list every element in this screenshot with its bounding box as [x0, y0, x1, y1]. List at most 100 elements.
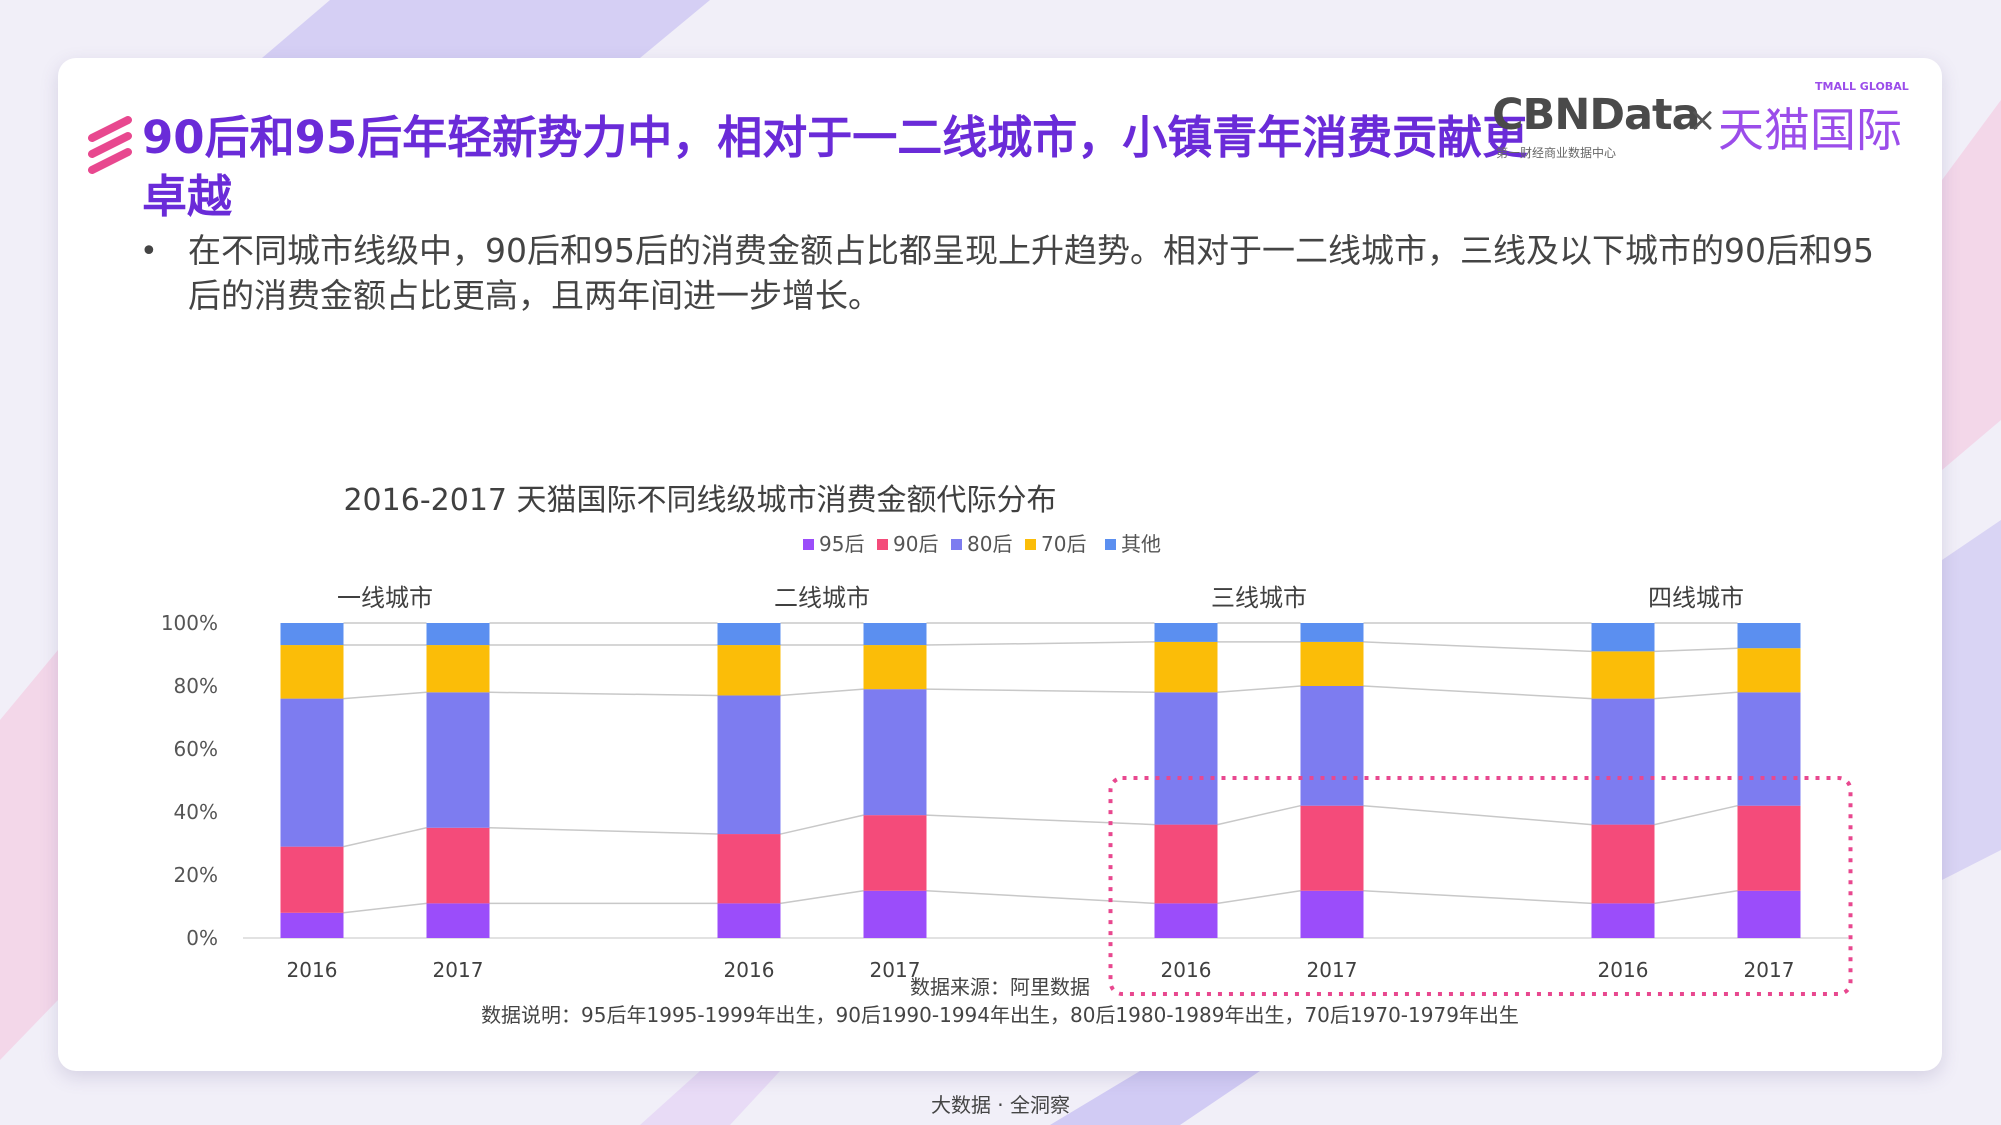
series-connector-line: [343, 827, 427, 848]
tmall-global-en: TMALL GLOBAL: [1815, 80, 1909, 93]
bar-segment: [280, 623, 344, 646]
logo-separator: ×: [1688, 100, 1717, 140]
legend-label: 70后: [1041, 532, 1086, 556]
y-tick-label: 80%: [174, 674, 218, 698]
series-connector-line: [1363, 804, 1592, 826]
series-connector-line: [926, 641, 1155, 646]
legend-swatch: [1105, 539, 1116, 550]
brand-logo: CBNData 第一财经商业数据中心 × 天猫国际 TMALL GLOBAL: [1492, 76, 1912, 186]
bar-segment: [426, 827, 490, 904]
series-connector-line: [1654, 647, 1738, 653]
bar-segment: [1154, 903, 1218, 938]
footer-slogan: 大数据 · 全洞察: [930, 1093, 1071, 1117]
bar-segment: [717, 695, 781, 835]
stripes-icon: [88, 116, 132, 174]
description-text: 在不同城市线级中，90后和95后的消费金额占比都呈现上升趋势。相对于一二线城市，…: [188, 231, 1874, 315]
group-label: 一线城市: [337, 584, 433, 612]
bar-segment: [280, 645, 344, 699]
series-connector-line: [1363, 685, 1592, 700]
bar-segment: [426, 903, 490, 938]
series-connector-line: [343, 691, 427, 700]
series-connector-line: [1654, 804, 1738, 826]
data-note: 数据说明：95后年1995-1999年出生，90后1990-1994年出生，80…: [481, 1003, 1519, 1027]
legend-label: 95后: [819, 532, 864, 556]
legend-label: 其他: [1121, 532, 1161, 556]
bar-segment: [426, 692, 490, 828]
series-connector-line: [780, 890, 864, 905]
x-tick-label: 2017: [870, 958, 921, 982]
group-label: 三线城市: [1211, 584, 1307, 612]
bar-segment: [1591, 698, 1655, 825]
series-connector-line: [1363, 890, 1592, 905]
bar-segment: [1154, 623, 1218, 642]
bar-segment: [1300, 805, 1364, 891]
page-title: 90后和95后年轻新势力中，相对于一二线城市，小镇青年消费贡献更卓越: [142, 111, 1528, 223]
y-tick-label: 60%: [174, 737, 218, 761]
series-connector-line: [780, 688, 864, 697]
series-connector-line: [489, 827, 718, 835]
x-tick-label: 2016: [1161, 958, 1212, 982]
legend-label: 90后: [893, 532, 938, 556]
group-label: 四线城市: [1648, 584, 1744, 612]
bar-segment: [1737, 648, 1801, 693]
tmall-global-logo: 天猫国际: [1718, 103, 1902, 157]
x-tick-label: 2017: [433, 958, 484, 982]
series-connector-line: [926, 814, 1155, 826]
bar-segment: [717, 645, 781, 696]
series-connector-line: [926, 890, 1155, 905]
group-label: 二线城市: [774, 584, 870, 612]
bar-segment: [280, 846, 344, 913]
series-connector-line: [926, 688, 1155, 694]
bar-segment: [863, 815, 927, 891]
y-tick-label: 100%: [161, 611, 218, 635]
series-connector-line: [1654, 890, 1738, 905]
legend-swatch: [1025, 539, 1036, 550]
bar-segment: [1300, 890, 1364, 938]
series-connector-line: [489, 691, 718, 697]
bar-segment: [1591, 903, 1655, 938]
y-tick-label: 0%: [186, 926, 218, 950]
legend-swatch: [803, 539, 814, 550]
bar-segment: [1154, 641, 1218, 693]
series-connector-line: [780, 814, 864, 835]
stacked-bar-chart: 2016-2017 天猫国际不同线级城市消费金额代际分布 95后 90后 80后 70后…: [161, 483, 1853, 996]
series-connector-line: [1217, 685, 1301, 694]
bar-segment: [717, 903, 781, 938]
bar-segment: [863, 689, 927, 816]
bar-segment: [280, 912, 344, 938]
series-connector-line: [1363, 641, 1592, 653]
bar-segment: [280, 698, 344, 847]
x-tick-label: 2016: [724, 958, 775, 982]
series-connector-line: [1654, 691, 1738, 700]
bar-segment: [1300, 623, 1364, 642]
series-connector-line: [343, 902, 427, 914]
bar-segment: [426, 623, 490, 646]
cbndata-logo: CBNData: [1492, 90, 1701, 140]
bar-segment: [717, 834, 781, 904]
legend-swatch: [877, 539, 888, 550]
y-tick-label: 20%: [174, 863, 218, 887]
bar-segment: [1154, 692, 1218, 825]
bar-segment: [1591, 824, 1655, 904]
bullet-icon: •: [140, 234, 158, 269]
bar-segment: [717, 623, 781, 646]
bar-segment: [1737, 623, 1801, 649]
bar-segment: [1154, 824, 1218, 904]
chart-title: 2016-2017 天猫国际不同线级城市消费金额代际分布: [343, 483, 1056, 518]
bar-segment: [1300, 686, 1364, 806]
legend-label: 80后: [967, 532, 1012, 556]
content-card: 90后和95后年轻新势力中，相对于一二线城市，小镇青年消费贡献更卓越 CBNDa…: [58, 58, 1942, 1071]
bar-segment: [863, 645, 927, 690]
y-tick-label: 40%: [174, 800, 218, 824]
bar-segment: [1591, 651, 1655, 699]
bar-segment: [1300, 641, 1364, 686]
bar-segment: [1737, 890, 1801, 938]
bar-segment: [426, 645, 490, 693]
legend-swatch: [951, 539, 962, 550]
x-tick-label: 2016: [287, 958, 338, 982]
x-tick-label: 2017: [1744, 958, 1795, 982]
series-connector-line: [1217, 890, 1301, 905]
bar-segment: [863, 890, 927, 938]
data-source: 数据来源：阿里数据: [910, 975, 1090, 999]
